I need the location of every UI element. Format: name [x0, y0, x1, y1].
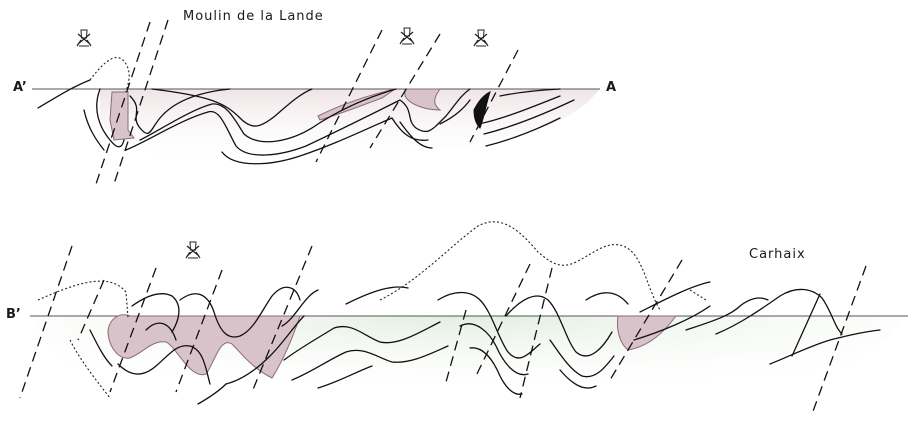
fold-line	[483, 99, 575, 135]
fold-line	[179, 286, 301, 338]
fault-line	[251, 245, 313, 393]
fold-line	[469, 347, 523, 395]
fold-line	[769, 329, 881, 365]
fold-line	[585, 292, 629, 305]
ore-body	[107, 314, 301, 379]
fold-line	[221, 117, 429, 165]
fault-line	[175, 269, 223, 393]
section-a	[32, 19, 600, 185]
fold-line	[439, 99, 471, 125]
fold-line	[225, 315, 305, 385]
mine-icon	[399, 27, 415, 45]
fault-line	[475, 263, 531, 377]
eroded-fold-line	[379, 221, 661, 311]
fold-line	[281, 289, 319, 327]
fold-line	[499, 88, 561, 97]
fold-line	[459, 323, 529, 376]
fold-line	[37, 79, 91, 109]
ore-body	[473, 91, 491, 129]
eroded-fold-line	[37, 280, 129, 319]
ore-body	[404, 88, 442, 111]
fault-line	[77, 279, 105, 341]
fold-line	[83, 109, 105, 151]
fold-line	[437, 291, 541, 359]
fault-line	[95, 21, 151, 185]
section-label-a-prime: A’	[13, 80, 27, 95]
eroded-fold-line	[689, 289, 707, 301]
fold-line	[151, 88, 313, 127]
fold-line	[139, 88, 397, 143]
fold-line	[145, 322, 177, 341]
fold-line	[89, 329, 113, 367]
fold-line	[633, 305, 711, 341]
fault-line	[609, 259, 683, 381]
fold-line	[549, 339, 615, 378]
fold-line	[117, 345, 211, 385]
fault-line	[469, 49, 519, 143]
section-b	[19, 221, 908, 423]
fold-line	[685, 297, 769, 331]
place-label-moulin-de-la-lande: Moulin de la Lande	[183, 9, 324, 24]
fault-line	[315, 29, 383, 163]
fold-line	[129, 88, 231, 134]
fold-line	[715, 288, 843, 335]
fold-line	[96, 88, 125, 148]
fold-line	[291, 345, 449, 381]
mine-icon	[185, 241, 201, 259]
section-a-ground	[100, 89, 600, 167]
fold-line	[125, 88, 471, 156]
fold-line	[559, 369, 597, 389]
fold-line	[505, 295, 613, 357]
fault-line	[519, 267, 553, 399]
fold-line	[485, 117, 561, 147]
place-label-carhaix: Carhaix	[749, 247, 806, 262]
fault-line	[811, 265, 867, 415]
fold-line	[317, 365, 373, 389]
mine-icon	[473, 29, 489, 47]
eroded-fold-line	[89, 57, 130, 93]
eroded-fold-line	[69, 339, 111, 399]
fault-line	[19, 245, 73, 399]
fold-line	[791, 293, 821, 357]
fault-line	[113, 19, 169, 185]
fold-line	[197, 383, 227, 405]
mine-icon	[76, 29, 92, 47]
fold-line	[345, 286, 409, 305]
fold-line	[283, 321, 441, 361]
fold-line	[639, 281, 711, 313]
fault-line	[445, 309, 467, 383]
section-label-b-prime: B’	[6, 307, 21, 322]
fault-line	[369, 33, 441, 149]
ore-body	[109, 91, 135, 141]
section-label-a: A	[606, 80, 617, 95]
fold-line	[477, 95, 561, 125]
fold-line	[399, 121, 433, 149]
fault-line	[109, 267, 157, 393]
